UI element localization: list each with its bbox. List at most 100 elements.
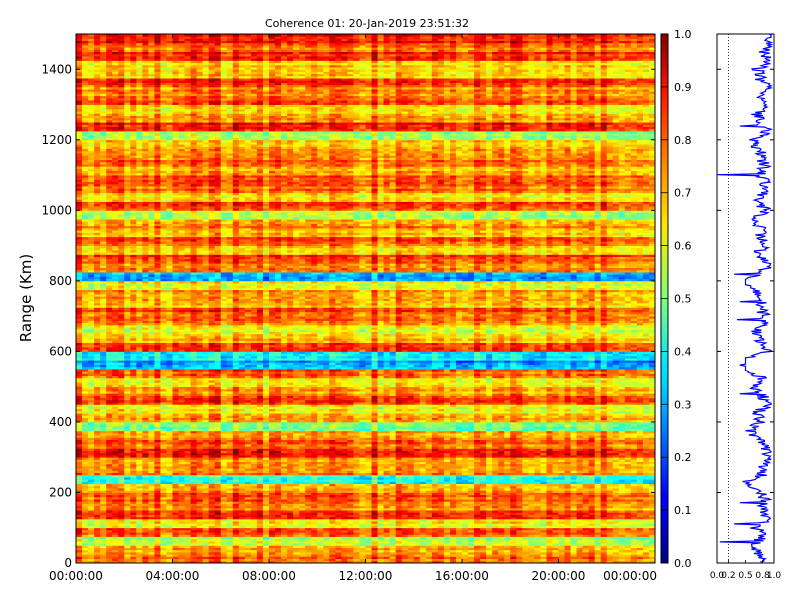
heatmap-cell [589,481,595,484]
heatmap-cell [480,515,486,518]
heatmap-cell [528,481,534,484]
heatmap-cell [619,523,625,526]
heatmap-cell [245,477,251,480]
heatmap-cell [643,541,649,544]
heatmap-cell [154,556,160,559]
heatmap-cell [239,477,245,480]
heatmap-cell [474,523,480,526]
heatmap-cell [414,541,420,544]
heatmap-cell [160,515,166,518]
heatmap-cell [486,481,492,484]
heatmap-cell [631,530,637,533]
heatmap-cell [130,481,136,484]
heatmap-cell [359,556,365,559]
heatmap-cell [402,515,408,518]
heatmap-cell [269,481,275,484]
heatmap-cell [565,530,571,533]
heatmap-cell [335,556,341,559]
heatmap-cell [571,477,577,480]
heatmap-cell [257,545,263,548]
heatmap-cell [378,530,384,533]
heatmap-cell [341,556,347,559]
heatmap-cell [215,541,221,544]
heatmap-cell [76,515,82,518]
heatmap-cell [335,515,341,518]
heatmap-cell [607,515,613,518]
heatmap-cell [359,530,365,533]
heatmap-cell [396,556,402,559]
heatmap-cell [347,556,353,559]
heatmap-cell [82,481,88,484]
heatmap-cell [516,523,522,526]
heatmap-cell [613,481,619,484]
heatmap-cell [613,477,619,480]
heatmap-cell [323,481,329,484]
heatmap-cell [118,523,124,526]
heatmap-cell [130,541,136,544]
heatmap-cell [359,515,365,518]
heatmap-cell [366,530,372,533]
heatmap-cell [643,556,649,559]
heatmap-cell [438,523,444,526]
heatmap-cell [468,556,474,559]
heatmap-cell [106,541,112,544]
heatmap-cell [607,556,613,559]
heatmap-cell [552,556,558,559]
heatmap-cell [577,515,583,518]
heatmap-cell [118,477,124,480]
heatmap-cell [112,541,118,544]
heatmap-cell [341,541,347,544]
heatmap-cell [275,530,281,533]
heatmap-cell [341,545,347,548]
heatmap-cell [408,523,414,526]
heatmap-cell [94,477,100,480]
heatmap-cell [166,530,172,533]
heatmap-cell [450,545,456,548]
heatmap-cell [540,515,546,518]
heatmap-cell [504,481,510,484]
heatmap-cell [637,523,643,526]
heatmap-cell [384,515,390,518]
heatmap-cell [233,481,239,484]
heatmap-cell [540,523,546,526]
heatmap-cell [341,530,347,533]
heatmap-cell [408,477,414,480]
heatmap-cell [522,545,528,548]
heatmap-cell [136,541,142,544]
heatmap-cell [233,523,239,526]
heatmap-cell [221,523,227,526]
heatmap-cell [444,477,450,480]
heatmap-cell [359,481,365,484]
heatmap-cell [335,481,341,484]
heatmap-cell [378,545,384,548]
heatmap-cell [287,481,293,484]
heatmap-cell [601,541,607,544]
heatmap-cell [540,541,546,544]
heatmap-cell [444,481,450,484]
heatmap-cell [173,541,179,544]
heatmap-cell [546,556,552,559]
heatmap-cell [203,541,209,544]
heatmap-cell [353,515,359,518]
heatmap-cell [76,530,82,533]
heatmap-cell [317,530,323,533]
heatmap-cell [281,556,287,559]
heatmap-cell [432,481,438,484]
heatmap-cell [317,556,323,559]
heatmap-cell [124,530,130,533]
heatmap-cell [565,541,571,544]
heatmap-cell [625,556,631,559]
heatmap-cell [118,530,124,533]
heatmap-cell [583,523,589,526]
heatmap-cell [492,515,498,518]
heatmap-cell [643,515,649,518]
heatmap-cell [565,477,571,480]
heatmap-cell [251,545,257,548]
heatmap-cell [82,477,88,480]
heatmap-cell [293,477,299,480]
heatmap-cell [317,481,323,484]
heatmap-cell [559,541,565,544]
heatmap-cell [227,515,233,518]
heatmap-cell [571,556,577,559]
heatmap-cell [88,541,94,544]
